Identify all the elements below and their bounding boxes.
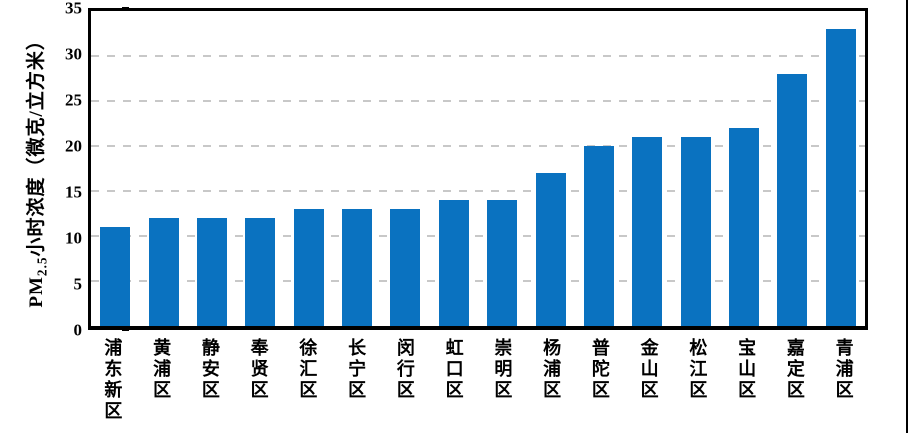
x-label-slot: 宝山区	[722, 338, 771, 422]
gridline	[91, 235, 865, 238]
x-tick-label: 静安区	[199, 338, 220, 401]
bar	[390, 209, 421, 326]
x-label-slot: 崇明区	[478, 338, 527, 422]
x-label-slot: 徐汇区	[283, 338, 332, 422]
gridlines	[91, 11, 865, 326]
y-tick-label: 5	[73, 274, 83, 294]
y-tick-label: 35	[65, 0, 82, 18]
bar-slot	[333, 11, 381, 326]
bar	[583, 146, 614, 326]
gridline	[91, 100, 865, 102]
page-edge-border	[906, 0, 908, 433]
x-tick-label: 奉贤区	[248, 338, 269, 401]
x-label-slot: 黄浦区	[137, 338, 186, 422]
x-tick-label: 青浦区	[833, 338, 854, 401]
x-tick-label: 崇明区	[492, 338, 513, 401]
y-tick-label: 25	[65, 90, 82, 110]
y-tick-label: 15	[65, 182, 82, 202]
x-tick-label: 金山区	[638, 338, 659, 401]
x-label-slot: 奉贤区	[234, 338, 283, 422]
x-tick-label: 闵行区	[394, 338, 415, 401]
y-tick-label: 30	[65, 44, 82, 64]
x-tick-label: 长宁区	[346, 338, 367, 401]
x-tick-label: 虹口区	[443, 338, 464, 401]
y-tick-mark	[122, 329, 129, 331]
gridline	[91, 145, 865, 148]
y-axis: 0 5 10 15 20 25 30 35	[40, 0, 129, 339]
bar-slot	[139, 11, 187, 326]
x-label-slot: 浦东新区	[88, 338, 137, 422]
bar	[293, 209, 324, 326]
bar	[632, 137, 663, 326]
bar	[680, 137, 711, 326]
bar-series	[91, 11, 865, 326]
bar-slot	[672, 11, 720, 326]
x-tick-label: 普陀区	[589, 338, 610, 401]
bar	[777, 74, 808, 326]
x-tick-label: 浦东新区	[102, 338, 123, 422]
x-label-slot: 长宁区	[332, 338, 381, 422]
bar	[487, 200, 518, 326]
bar-slot	[817, 11, 865, 326]
x-label-slot: 青浦区	[819, 338, 868, 422]
bar-slot	[575, 11, 623, 326]
bar	[245, 218, 276, 326]
bar-slot	[623, 11, 671, 326]
bar	[196, 218, 227, 326]
x-label-slot: 嘉定区	[771, 338, 820, 422]
x-label-slot: 闵行区	[381, 338, 430, 422]
x-tick-label: 嘉定区	[784, 338, 805, 401]
bar-slot	[720, 11, 768, 326]
x-tick-label: 杨浦区	[541, 338, 562, 401]
bar-slot	[381, 11, 429, 326]
bar-slot	[91, 11, 139, 326]
x-tick-label: 徐汇区	[297, 338, 318, 401]
bar	[342, 209, 373, 326]
y-tick-label: 20	[65, 136, 82, 156]
bar-slot	[526, 11, 574, 326]
bar-slot	[285, 11, 333, 326]
gridline	[91, 55, 865, 57]
bar	[825, 29, 856, 326]
y-tick-label: 0	[73, 320, 83, 340]
bar-slot	[768, 11, 816, 326]
bar	[148, 218, 179, 326]
x-label-slot: 杨浦区	[527, 338, 576, 422]
bar	[729, 128, 760, 326]
bar-slot	[430, 11, 478, 326]
x-tick-label: 松江区	[687, 338, 708, 401]
bar	[100, 227, 131, 326]
y-tick-label: 10	[65, 228, 82, 248]
bar	[535, 173, 566, 326]
x-tick-label: 黄浦区	[151, 338, 172, 401]
x-label-slot: 松江区	[673, 338, 722, 422]
plot-area	[88, 8, 868, 330]
gridline	[91, 280, 865, 283]
x-label-slot: 金山区	[624, 338, 673, 422]
x-label-slot: 虹口区	[429, 338, 478, 422]
bar	[438, 200, 469, 326]
bar-slot	[478, 11, 526, 326]
x-label-slot: 普陀区	[576, 338, 625, 422]
bar-slot	[236, 11, 284, 326]
gridline	[91, 190, 865, 192]
x-axis-labels: 浦东新区 黄浦区 静安区 奉贤区 徐汇区 长宁区 闵行区 虹口区 崇明区 杨浦区 普陀区 金山区 松江区…	[88, 338, 868, 422]
bar-slot	[188, 11, 236, 326]
x-tick-label: 宝山区	[736, 338, 757, 401]
x-label-slot: 静安区	[186, 338, 235, 422]
